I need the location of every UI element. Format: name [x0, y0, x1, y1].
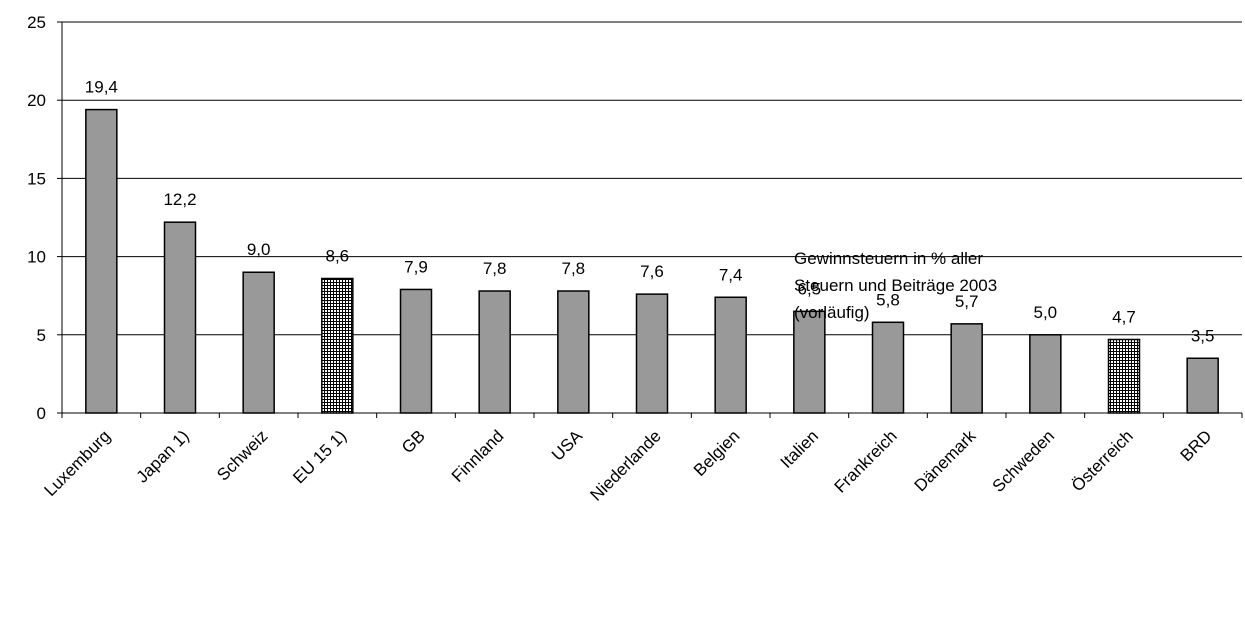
x-tick-label: Frankreich: [831, 426, 901, 496]
value-label: 9,0: [247, 240, 271, 259]
y-axis: 0 5 10 15 20 25: [27, 13, 63, 423]
x-tick-label: Japan 1): [133, 426, 193, 486]
y-tick-label: 5: [37, 326, 46, 345]
value-label: 5,0: [1034, 303, 1058, 322]
value-label: 6,5: [798, 279, 822, 298]
value-label: 4,7: [1112, 307, 1136, 326]
bar: [1107, 338, 1141, 414]
bar: [635, 293, 669, 414]
value-label: 12,2: [163, 190, 196, 209]
value-label: 19,4: [85, 78, 118, 97]
value-label: 7,8: [562, 259, 586, 278]
value-label: 7,6: [640, 262, 664, 281]
y-tick-label: 20: [27, 91, 46, 110]
annotation-line-1: Gewinnsteuern in % aller: [794, 249, 983, 268]
x-tick-label: Dänemark: [911, 426, 980, 495]
bar: [793, 310, 826, 414]
x-tick-label: GB: [398, 426, 429, 457]
x-tick-label: Österreich: [1068, 426, 1137, 495]
x-tick-label: Finnland: [448, 426, 508, 486]
bar: [557, 290, 590, 414]
value-label: 5,7: [955, 292, 979, 311]
x-tick-label: BRD: [1177, 426, 1216, 465]
value-label: 3,5: [1191, 326, 1215, 345]
bar: [321, 277, 354, 414]
x-tick-label: Schweiz: [213, 426, 271, 484]
bar: [399, 288, 433, 414]
bar: [242, 271, 275, 414]
bar: [478, 290, 511, 414]
bars: 19,4 12,2 9,0 8,6 7,9 7,8 7,8 7,6 7,4 6,5 5,8 5,7 5,…: [85, 78, 1219, 414]
bar: [871, 321, 905, 414]
x-tick-label: Niederlande: [587, 426, 665, 504]
x-tick-label: Italien: [777, 426, 823, 472]
bar: [1186, 357, 1219, 414]
x-tick-label: Luxemburg: [41, 426, 115, 500]
x-tick-label: USA: [548, 426, 587, 465]
value-label: 8,6: [326, 246, 350, 265]
x-tick-label: Schweden: [989, 426, 1059, 496]
bar: [1029, 334, 1062, 414]
y-tick-label: 0: [37, 404, 46, 423]
y-tick-label: 10: [27, 248, 46, 267]
bar: [163, 221, 197, 414]
y-tick-label: 15: [27, 169, 46, 188]
x-axis: Luxemburg Japan 1) Schweiz EU 15 1) GB Finnla…: [41, 412, 1243, 505]
x-tick-label: Belgien: [690, 426, 744, 480]
value-label: 7,8: [483, 259, 507, 278]
x-tick-label: EU 15 1): [289, 426, 350, 487]
value-label: 7,9: [404, 257, 428, 276]
bar: [85, 108, 118, 414]
value-label: 7,4: [719, 265, 743, 284]
annotation-line-3: (vorläufig): [794, 303, 870, 322]
y-tick-label: 25: [27, 13, 46, 32]
value-label: 5,8: [876, 290, 900, 309]
bar: [950, 323, 983, 414]
bar: [714, 296, 747, 414]
annotation-line-2: Steuern und Beiträge 2003: [794, 276, 997, 295]
grid-lines: [62, 21, 1242, 336]
